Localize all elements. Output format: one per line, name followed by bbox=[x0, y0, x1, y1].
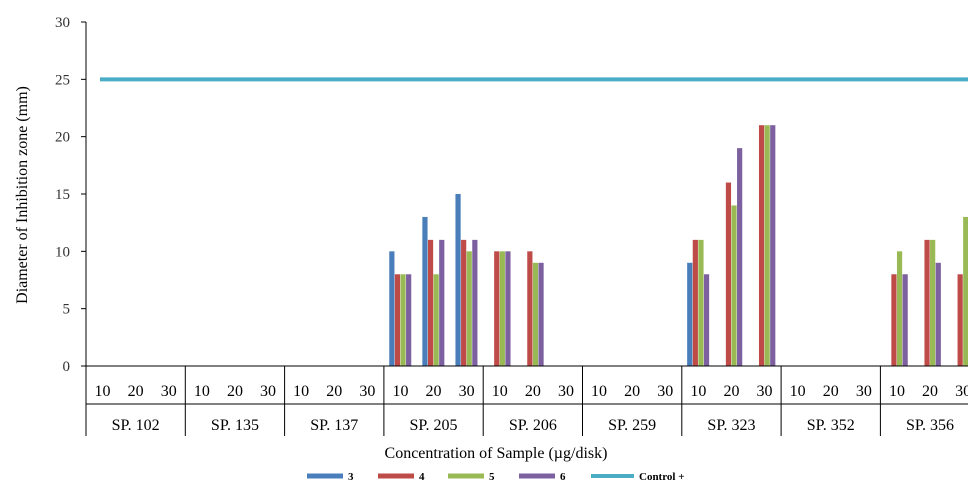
bar-series-6 bbox=[472, 239, 478, 366]
x-sub-tick-label: 20 bbox=[426, 383, 442, 400]
y-ticks-layer: 0 5 10 15 20 25 30 bbox=[55, 15, 86, 375]
x-sub-tick-label: 30 bbox=[260, 383, 276, 400]
y-tick-label: 30 bbox=[55, 15, 70, 31]
x-sub-tick-label: 30 bbox=[161, 383, 177, 400]
bar-series-3 bbox=[455, 194, 461, 366]
bars-layer bbox=[389, 125, 968, 366]
bar-series-5 bbox=[499, 251, 505, 366]
bar-series-4 bbox=[427, 239, 434, 366]
x-sub-tick-label: 10 bbox=[492, 383, 508, 400]
x-group-label: SP. 323 bbox=[707, 417, 755, 434]
legend-label: 5 bbox=[489, 471, 495, 483]
x-sub-tick-label: 10 bbox=[95, 383, 111, 400]
x-sub-tick-label: 30 bbox=[856, 383, 872, 400]
x-sub-tick-label: 20 bbox=[128, 383, 144, 400]
x-sub-tick-label: 20 bbox=[624, 383, 640, 400]
legend-label: 6 bbox=[560, 471, 566, 483]
bar-series-5 bbox=[400, 274, 406, 366]
bar-series-5 bbox=[896, 251, 903, 366]
x-sub-tick-label: 10 bbox=[194, 383, 210, 400]
y-tick-label: 15 bbox=[55, 187, 70, 203]
x-group-label: SP. 206 bbox=[509, 417, 557, 434]
x-sub-tick-label: 20 bbox=[922, 383, 938, 400]
bar-series-4 bbox=[692, 239, 698, 366]
legend: 3 4 5 6 Control + bbox=[307, 471, 684, 483]
bar-series-5 bbox=[930, 239, 936, 366]
bar-series-4 bbox=[494, 251, 500, 366]
bar-series-6 bbox=[935, 262, 941, 366]
x-group-label: SP. 356 bbox=[906, 417, 954, 434]
bar-series-6 bbox=[902, 274, 908, 366]
legend-label: 4 bbox=[419, 471, 425, 483]
legend-label: 3 bbox=[348, 471, 354, 483]
y-tick-label: 25 bbox=[55, 72, 70, 88]
bar-series-6 bbox=[770, 125, 776, 366]
x-sub-tick-label: 30 bbox=[359, 383, 375, 400]
bar-series-5 bbox=[466, 251, 472, 366]
bar-series-4 bbox=[394, 274, 401, 366]
x-sub-tick-label: 30 bbox=[558, 383, 574, 400]
bar-series-4 bbox=[924, 239, 930, 366]
bar-series-4 bbox=[957, 274, 963, 366]
y-tick-label: 10 bbox=[55, 244, 70, 260]
x-group-label: SP. 137 bbox=[310, 417, 358, 434]
y-tick-label: 20 bbox=[55, 130, 70, 146]
x-group-label: SP. 102 bbox=[112, 417, 160, 434]
bar-series-6 bbox=[439, 239, 445, 366]
x-axis-title: Concentration of Sample (µg/disk) bbox=[385, 445, 608, 462]
bar-series-6 bbox=[538, 262, 544, 366]
x-sub-tick-label: 20 bbox=[525, 383, 541, 400]
x-sub-tick-label: 20 bbox=[823, 383, 839, 400]
bar-series-5 bbox=[532, 262, 539, 366]
x-sub-tick-label: 10 bbox=[591, 383, 607, 400]
bar-series-6 bbox=[737, 148, 743, 366]
x-group-label: SP. 352 bbox=[807, 417, 855, 434]
y-tick-label: 0 bbox=[63, 359, 71, 375]
x-sub-tick-label: 30 bbox=[657, 383, 673, 400]
bar-series-6 bbox=[505, 251, 511, 366]
x-group-label: SP. 205 bbox=[410, 417, 458, 434]
x-group-label: SP. 259 bbox=[608, 417, 656, 434]
x-sub-tick-label: 30 bbox=[955, 383, 968, 400]
x-group-label: SP. 135 bbox=[211, 417, 259, 434]
bar-series-5 bbox=[433, 274, 439, 366]
bar-series-6 bbox=[703, 274, 710, 366]
axes-layer bbox=[85, 22, 968, 367]
bar-series-5 bbox=[698, 239, 704, 366]
bar-series-4 bbox=[891, 274, 897, 366]
x-sub-tick-label: 30 bbox=[757, 383, 773, 400]
x-sub-tick-label: 10 bbox=[392, 383, 408, 400]
bar-series-4 bbox=[758, 125, 765, 366]
x-sub-tick-label: 10 bbox=[790, 383, 806, 400]
bar-series-3 bbox=[422, 216, 428, 366]
bar-series-3 bbox=[389, 251, 395, 366]
x-sub-tick-label: 20 bbox=[227, 383, 243, 400]
bar-series-4 bbox=[725, 182, 732, 366]
bar-series-5 bbox=[764, 125, 770, 366]
bar-series-5 bbox=[963, 216, 968, 366]
bar-series-5 bbox=[731, 205, 737, 366]
x-sub-tick-label: 20 bbox=[326, 383, 342, 400]
x-sub-tick-label: 30 bbox=[459, 383, 475, 400]
bar-series-4 bbox=[527, 251, 533, 366]
x-sub-tick-label: 10 bbox=[889, 383, 905, 400]
y-axis-title: Diameter of Inhibition zone (mm) bbox=[14, 86, 31, 304]
x-sub-tick-label: 10 bbox=[690, 383, 706, 400]
y-tick-label: 5 bbox=[63, 302, 71, 318]
legend-label: Control + bbox=[639, 471, 684, 483]
bar-series-4 bbox=[461, 239, 467, 366]
x-sub-tick-label: 20 bbox=[723, 383, 739, 400]
bar-series-6 bbox=[406, 274, 412, 366]
x-sub-tick-label: 10 bbox=[293, 383, 309, 400]
bar-series-3 bbox=[687, 262, 693, 366]
